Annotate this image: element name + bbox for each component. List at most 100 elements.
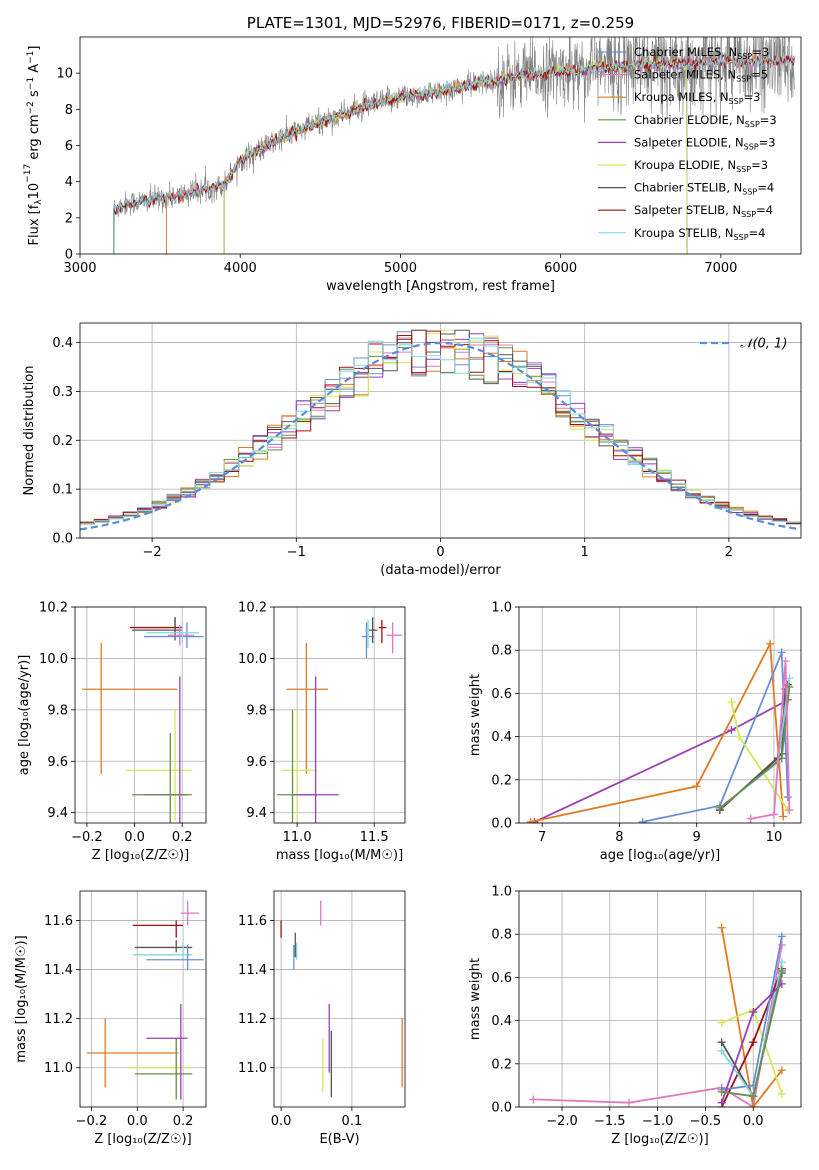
- plot-area: [80, 329, 801, 531]
- legend-label: Kroupa ELODIE, NSSP=3: [634, 158, 768, 174]
- x-tick-label: 6000: [544, 261, 577, 276]
- x-tick-label: −0.5: [690, 1114, 722, 1129]
- plot-area: [277, 617, 402, 823]
- x-tick-label: −2.0: [546, 1114, 578, 1129]
- weight-line: [534, 699, 789, 823]
- y-tick-label: 11.6: [238, 914, 267, 929]
- y-tick-label: 2: [65, 211, 73, 226]
- y-tick-label: 9.4: [246, 806, 267, 821]
- y-tick-label: 10.0: [39, 652, 68, 667]
- y-tick-label: 0.4: [491, 1014, 512, 1029]
- weight-marker: [735, 732, 744, 741]
- x-axis-label: age [log₁₀(age/yr)]: [600, 848, 721, 863]
- y-tick-label: 10.2: [238, 601, 267, 616]
- y-tick-label: 1.0: [491, 601, 512, 616]
- x-tick-label: 11.0: [283, 830, 312, 845]
- errorbar-point: [146, 945, 204, 970]
- weight-marker: [769, 810, 778, 819]
- y-tick-label: 9.6: [246, 755, 267, 770]
- weight-marker: [779, 812, 788, 821]
- x-tick-label: 4000: [224, 261, 257, 276]
- errorbar-point: [277, 709, 316, 823]
- y-tick-label: 10: [56, 67, 73, 82]
- errorbar-point: [146, 622, 199, 643]
- weight-line: [720, 927, 783, 1107]
- x-tick-label: 0.2: [173, 1114, 194, 1129]
- weight-marker: [746, 814, 755, 823]
- y-tick-label: 11.4: [238, 963, 267, 978]
- y-tick-label: 11.2: [238, 1012, 267, 1027]
- y-tick-label: 0.8: [491, 928, 512, 943]
- plot-area: [86, 900, 204, 1100]
- axes-frame: [79, 890, 207, 1108]
- axes-age_vs_mass: 11.0 11.5 9.4 9.6 9.8 10.0 10.2 mass [log₁₀(M/M…: [238, 601, 406, 863]
- x-tick-label: 10: [766, 830, 783, 845]
- axes-frame: [518, 606, 802, 824]
- y-tick-label: 9.4: [47, 806, 68, 821]
- errorbar-point: [369, 617, 378, 643]
- errorbar-point: [132, 733, 192, 823]
- x-tick-label: 5000: [384, 261, 417, 276]
- errorbar-point: [180, 900, 200, 926]
- plot-area: [280, 900, 403, 1098]
- y-tick-label: 0.4: [52, 336, 73, 351]
- weight-marker: [777, 958, 786, 967]
- y-axis-label: age [log₁₀(age/yr)]: [17, 655, 32, 776]
- x-tick-label: 0.1: [342, 1114, 363, 1129]
- weight-series: [530, 695, 792, 823]
- x-tick-label: 0.0: [124, 830, 145, 845]
- y-axis-label: Flux [fλ10−17 erg cm−2 s−1 A−1]: [23, 46, 44, 246]
- x-tick-label: −2: [143, 545, 162, 560]
- y-tick-label: 0.2: [491, 773, 512, 788]
- weight-marker: [783, 793, 792, 802]
- y-tick-label: 0.4: [491, 730, 512, 745]
- legend-label: Chabrier ELODIE, NSSP=3: [634, 113, 777, 129]
- y-tick-label: 11.6: [44, 914, 73, 929]
- legend-label: Kroupa STELIB, NSSP=4: [634, 226, 765, 242]
- x-axis-label: Z [log₁₀(Z/Z☉)]: [94, 1132, 191, 1147]
- plot-area: [113, 37, 795, 254]
- x-tick-label: 0: [436, 545, 444, 560]
- weight-marker: [727, 726, 736, 735]
- weight-marker: [717, 923, 726, 932]
- y-axis-label: Normed distribution: [22, 366, 37, 496]
- y-axis-label: mass [log₁₀(M/M☉)]: [14, 935, 29, 1062]
- legend-label: Salpeter STELIB, NSSP=4: [634, 203, 773, 219]
- y-tick-label: 0.8: [491, 644, 512, 659]
- weight-marker: [715, 803, 724, 812]
- errorbar-point: [86, 1018, 179, 1088]
- weight-line: [530, 640, 785, 823]
- x-tick-label: 0.0: [743, 1114, 764, 1129]
- x-axis-label: (data-model)/error: [380, 563, 501, 578]
- axes-weight_vs_age: 7 8 9 10 0.0 0.2 0.4 0.6 0.8 1.0 age [log₁₀(age/yr…: [468, 601, 802, 863]
- y-tick-label: 9.8: [47, 703, 68, 718]
- weight-marker: [777, 648, 786, 657]
- errorbar-point: [378, 619, 387, 643]
- legend-label: Kroupa MILES, NSSP=3: [634, 90, 760, 106]
- weight-marker: [766, 639, 775, 648]
- weight-marker: [777, 966, 786, 975]
- axes-frame: [273, 606, 406, 824]
- errorbar-point: [146, 1003, 188, 1100]
- weight-marker: [777, 1090, 786, 1099]
- errorbar-point: [281, 709, 318, 821]
- plot-area: [526, 639, 794, 823]
- legend-label: Chabrier MILES, NSSP=3: [634, 45, 769, 61]
- y-tick-label: 10.2: [39, 601, 68, 616]
- errorbar-point: [82, 643, 178, 775]
- x-axis-label: Z [log₁₀(Z/Z☉)]: [92, 848, 189, 863]
- y-tick-label: 9.6: [47, 755, 68, 770]
- y-tick-label: 0.2: [491, 1057, 512, 1072]
- y-tick-label: 0.3: [52, 385, 73, 400]
- x-tick-label: 7000: [704, 261, 737, 276]
- weight-marker: [785, 806, 794, 815]
- weight-marker: [717, 1098, 726, 1107]
- weight-series: [717, 979, 786, 1107]
- x-tick-label: 3000: [63, 261, 96, 276]
- plot-area: [82, 617, 204, 823]
- axes-weight_vs_Z: −2.0 −1.5 −1.0 −0.5 0.0 0.0 0.2 0.4 0.6 0.8 1.0 Z […: [468, 885, 802, 1147]
- y-tick-label: 0.6: [491, 687, 512, 702]
- x-tick-label: 0.0: [271, 1114, 292, 1129]
- weight-series: [717, 966, 786, 1101]
- y-tick-label: 6: [65, 139, 73, 154]
